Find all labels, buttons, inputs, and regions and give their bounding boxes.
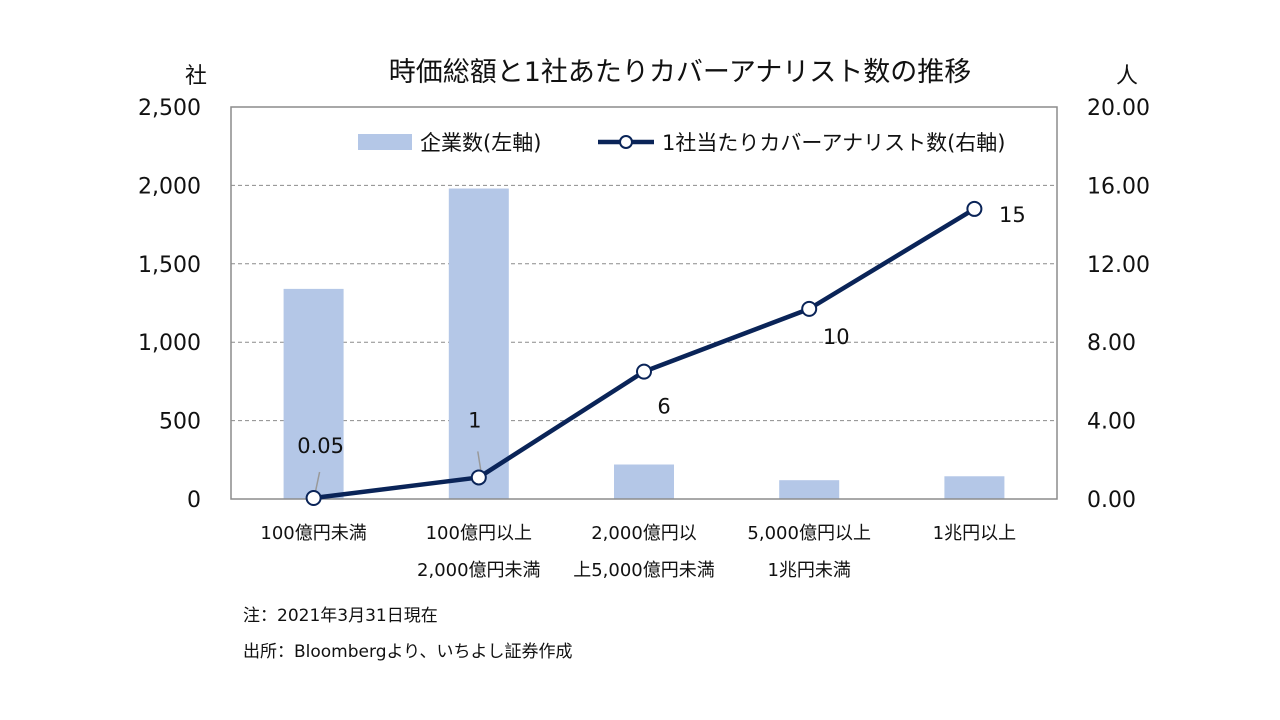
legend-swatch-marker [619,135,633,149]
y-right-tick-label: 12.00 [1087,253,1150,278]
y-left-tick-label: 2,500 [138,96,201,121]
legend-label-bars: 企業数(左軸) [420,131,541,155]
legend-swatch-bars [358,134,412,150]
y-right-tick-label: 4.00 [1087,410,1136,435]
y-right-tick-label: 16.00 [1087,174,1150,199]
data-label-leader [314,471,321,492]
bar [779,480,840,499]
y-left-tick-label: 2,000 [138,174,201,199]
y-right-tick-label: 20.00 [1087,96,1150,121]
legend-label-line: 1社当たりカバーアナリスト数(右軸) [662,131,1006,155]
y-left-tick-label: 1,500 [138,253,201,278]
bar [944,476,1005,499]
line-point [305,490,322,507]
footnote-source: 出所：Bloombergより、いちよし証券作成 [243,642,573,662]
chart-svg: 0 500 1,000 1,500 2,000 2,500 社 0.00 4.00 8.00 12.… [138,57,1150,581]
x-tick-label: 1兆円以上 [933,523,1016,544]
line-point [801,300,818,317]
data-label: 0.05 [297,434,344,458]
series-line [313,206,976,501]
x-tick-label: 5,000億円以上 [747,523,871,544]
plot-border [230,106,1058,500]
y-left-tick-label: 1,000 [138,331,201,356]
y-left-tick-label: 500 [159,410,201,435]
chart-title: 時価総額と1社あたりカバーアナリスト数の推移 [389,57,972,88]
data-label: 15 [999,203,1026,227]
bar [614,464,674,499]
y-right-tick-label: 0.00 [1087,488,1136,513]
y-right-unit: 人 [1116,64,1138,89]
x-tick-label: 1兆円未満 [767,560,850,581]
y-left-unit: 社 [185,64,207,89]
data-label: 6 [657,395,670,419]
x-tick-label: 2,000億円未満 [417,560,541,581]
bar [448,188,509,499]
data-label-leader [477,451,482,471]
y-left-tick-label: 0 [187,488,201,513]
x-tick-label: 2,000億円以 [591,523,697,544]
x-tick-label: 100億円以上 [426,523,532,544]
footnote-date: 注：2021年3月31日現在 [243,606,438,626]
data-label: 10 [823,325,850,349]
line-point [470,469,487,486]
y-right-tick-label: 8.00 [1087,331,1136,356]
line-point [966,200,983,217]
data-label: 1 [468,408,481,432]
x-tick-label: 100億円未満 [260,523,366,544]
line-point [636,363,652,380]
bar [283,288,344,499]
x-tick-label: 上5,000億円未満 [573,560,715,581]
